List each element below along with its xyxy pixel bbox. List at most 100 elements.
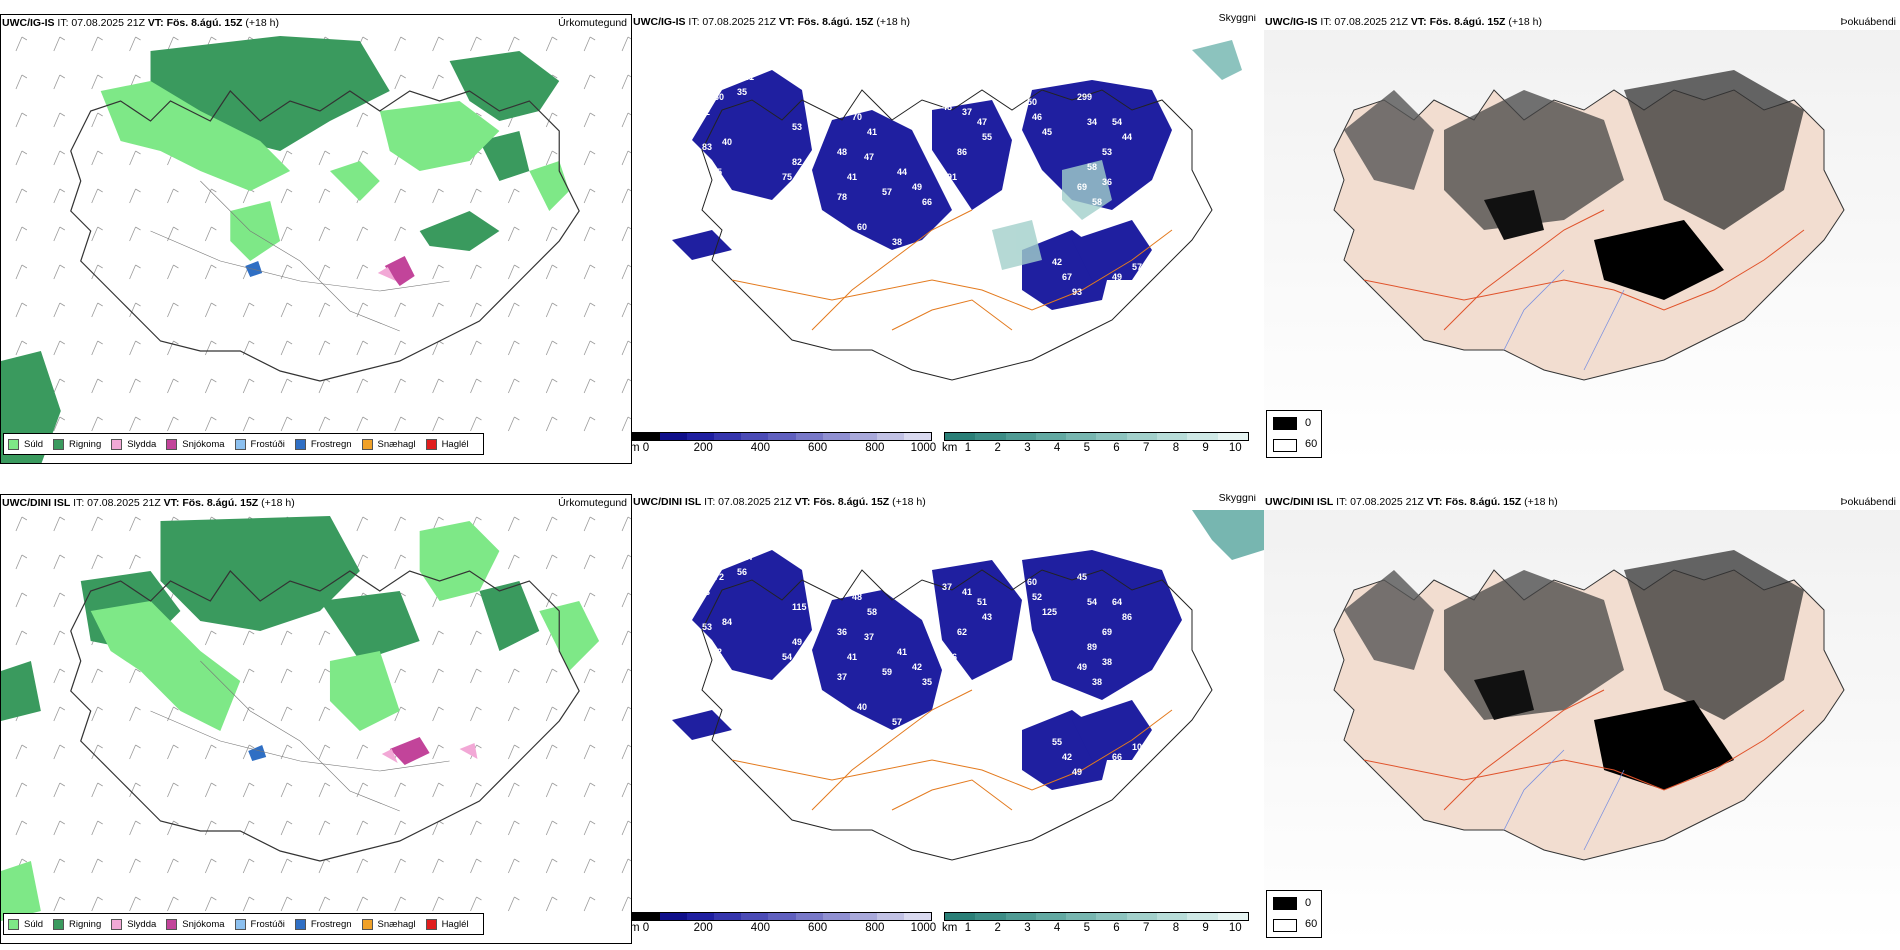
wind-barb	[15, 782, 28, 798]
panel-title: Skyggni	[1218, 494, 1256, 504]
wind-barb	[356, 112, 369, 128]
legend-item: Haglél	[425, 438, 469, 450]
tick-label: 7	[1142, 922, 1150, 934]
wind-barb	[129, 516, 141, 532]
cloud-base-label: 53	[1102, 147, 1112, 157]
wind-barb	[470, 782, 482, 798]
wind-barb	[470, 592, 482, 608]
wind-barb	[432, 706, 444, 722]
cloud-base-label: 37	[942, 582, 952, 592]
tick-label: 4	[1053, 442, 1061, 454]
tick-label: 7	[1142, 442, 1150, 454]
wind-barb	[129, 668, 141, 684]
wind-barb	[508, 302, 520, 318]
wind-barb	[129, 188, 141, 204]
wind-barb	[583, 340, 596, 356]
wind-barb	[394, 706, 406, 722]
wind-barb	[583, 706, 596, 722]
wind-barb	[621, 416, 631, 432]
wind-barb	[280, 858, 293, 874]
wind-barb	[242, 378, 255, 394]
wind-barb	[470, 264, 482, 280]
cloud-base-label: 69	[1102, 627, 1112, 637]
cloud-base-label: 115	[792, 602, 807, 612]
tick-label: 3	[1024, 922, 1031, 934]
wind-barb	[242, 302, 255, 318]
wind-barb	[356, 782, 369, 798]
wind-barb	[318, 226, 331, 242]
wind-barb	[167, 264, 179, 280]
wind-barb	[91, 150, 103, 166]
roads	[731, 209, 1173, 331]
precip-map[interactable]	[1, 31, 631, 464]
precip-map[interactable]	[1, 511, 631, 944]
cloud-base-label: 50	[882, 732, 892, 742]
wind-barb	[53, 592, 66, 608]
wind-barb	[204, 302, 217, 318]
cloud-base-label: 35	[757, 542, 767, 552]
colorbar-unit: km	[942, 922, 958, 934]
legend-item: Snæhagl	[361, 438, 416, 450]
fog-map[interactable]	[1264, 30, 1900, 464]
cloud-base-label: 52	[1032, 592, 1042, 602]
row-dini-isl: UWC/DINI ISL IT: 07.08.2025 21Z VT: Fös.…	[0, 480, 1900, 950]
wind-barb	[508, 516, 520, 532]
cloud-base-label: 38	[892, 237, 902, 247]
wind-barb	[91, 302, 103, 318]
wind-barb	[129, 782, 141, 798]
wind-barb	[508, 188, 520, 204]
wind-barb	[508, 706, 520, 722]
wind-barb	[53, 516, 66, 532]
wind-barb	[129, 744, 141, 760]
wind-barb	[204, 226, 217, 242]
wind-barb	[204, 378, 217, 394]
wind-barb	[432, 668, 444, 684]
wind-barb	[432, 744, 444, 760]
tick-label: 0	[642, 922, 650, 934]
wind-barb	[508, 820, 520, 836]
wind-barb	[394, 416, 406, 432]
cloud-base-label: 57	[892, 717, 902, 727]
wind-barb	[470, 36, 482, 52]
legend-item: Rigning	[53, 438, 101, 450]
wind-barb	[583, 896, 596, 912]
colorbar-ticks: 1 2 3 4 5 6 7 8 9 10	[965, 442, 1242, 458]
cloud-base-label: 42	[1052, 257, 1062, 267]
fog-areas	[1344, 550, 1804, 790]
wind-barb	[318, 264, 331, 280]
wind-barb	[91, 340, 103, 356]
precip-type-legend: Súld Rigning Slydda Snjókoma Frostúði Fr…	[3, 433, 484, 455]
cloud-base-label: 142	[762, 717, 777, 727]
cloud-base-label: 41	[962, 587, 972, 597]
wind-barb	[242, 858, 255, 874]
cloud-base-label: 40	[722, 137, 732, 147]
cloud-base-label: 66	[922, 197, 932, 207]
wind-barb	[204, 744, 217, 760]
cloud-base-label: 60	[714, 92, 724, 102]
run-label: UWC/DINI ISL IT: 07.08.2025 21Z VT: Fös.…	[1265, 496, 1558, 508]
tick-label: 200	[693, 922, 713, 934]
tick-label: 600	[808, 922, 828, 934]
wind-barb	[394, 74, 406, 90]
cloud-base-label: 36	[1102, 177, 1112, 187]
panel-header: UWC/IG-IS IT: 07.08.2025 21Z VT: Fös. 8.…	[632, 14, 1264, 30]
cloud-base-label: 52	[732, 717, 742, 727]
tick-label: 8	[1172, 922, 1180, 934]
wind-barb	[545, 516, 558, 532]
fog-map[interactable]	[1264, 510, 1900, 944]
wind-barb	[204, 858, 217, 874]
cloud-base-label: 46	[947, 652, 957, 662]
wind-barb	[280, 302, 293, 318]
wind-barb	[394, 340, 406, 356]
tick-label: 800	[865, 442, 885, 454]
cloud-base-label: 47	[847, 267, 857, 277]
panel-header: UWC/DINI ISL IT: 07.08.2025 21Z VT: Fös.…	[632, 494, 1264, 510]
wind-barb	[394, 378, 406, 394]
wind-barb	[91, 264, 103, 280]
fog-legend-value: 60	[1305, 438, 1318, 450]
wind-barb	[204, 782, 217, 798]
legend-item: Haglél	[425, 918, 469, 930]
